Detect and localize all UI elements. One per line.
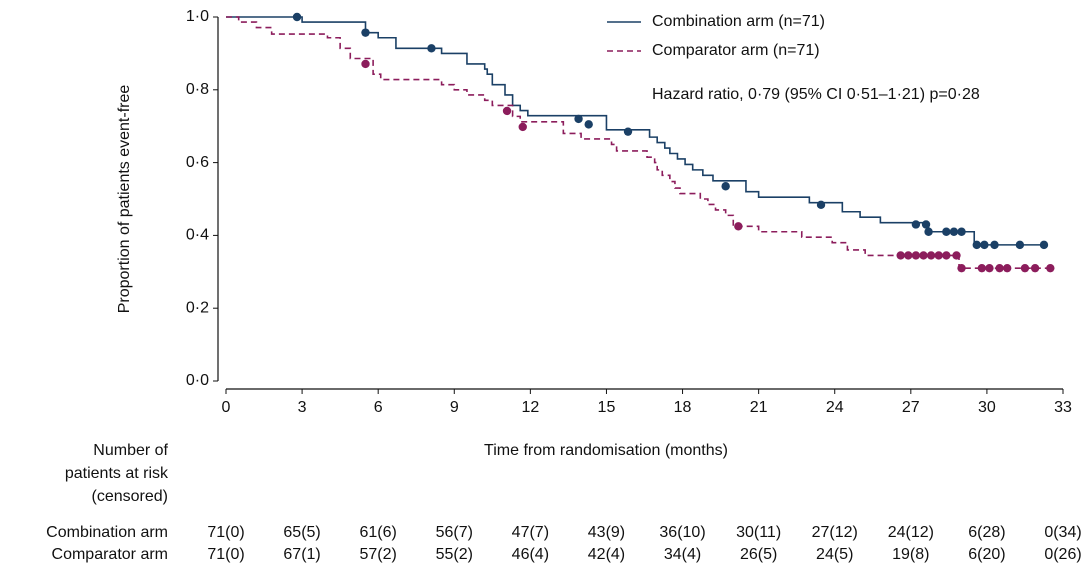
y-tick-label: 0·8 [186,81,209,98]
censor-mark [990,240,999,250]
censor-mark [896,251,905,260]
censor-mark [361,28,370,37]
x-tick-label: 12 [521,399,539,416]
legend-label: Comparator arm (n=71) [652,42,820,59]
censor-mark [949,227,959,236]
censor-mark [957,227,966,236]
survival-curve [226,16,1051,269]
censor-mark [427,44,436,53]
censor-mark [292,12,302,22]
censor-mark [942,227,951,236]
censor-mark [518,122,527,132]
survival-curve [226,16,1046,246]
risk-value: 36(10) [659,524,705,541]
censor-mark [1030,263,1040,273]
risk-value: 42(4) [588,546,625,563]
y-tick-label: 0·4 [186,227,209,244]
risk-value: 71(0) [207,546,244,563]
censor-mark [957,263,966,273]
risk-value: 65(5) [283,524,320,541]
risk-table-title: (censored) [92,488,168,505]
risk-value: 6(20) [968,546,1005,563]
risk-table-title: Number of [93,442,168,459]
risk-value: 24(12) [888,524,934,541]
risk-value: 57(2) [360,546,397,563]
risk-value: 55(2) [436,546,473,563]
y-tick-label: 0·0 [186,372,209,389]
risk-value: 6(28) [968,524,1005,541]
risk-value: 24(5) [816,546,853,563]
x-tick-label: 0 [222,399,231,416]
censor-mark [904,251,913,260]
x-tick-label: 18 [674,399,692,416]
censor-mark [584,120,593,129]
risk-row-name: Comparator arm [52,546,168,563]
risk-table-title: patients at risk [65,465,169,482]
risk-value: 71(0) [207,524,244,541]
x-tick-label: 27 [902,399,920,416]
risk-value: 67(1) [283,546,320,563]
y-tick-label: 0·2 [186,299,209,316]
x-tick-label: 33 [1054,399,1072,416]
censor-mark [934,251,943,260]
censor-mark [1020,263,1030,273]
censor-mark [1046,263,1055,273]
y-tick-label: 0·6 [186,154,209,171]
risk-value: 30(11) [736,524,781,541]
legend-label: Combination arm (n=71) [652,13,825,30]
censor-mark [623,127,633,136]
risk-value: 43(9) [588,524,625,541]
x-axis-label: Time from randomisation (months) [484,442,728,459]
censor-mark [972,240,981,250]
x-tick-label: 30 [978,399,996,416]
risk-value: 0(26) [1044,546,1081,563]
risk-value: 0(34) [1044,524,1081,541]
x-tick-label: 3 [298,399,307,416]
x-tick-label: 6 [374,399,383,416]
censor-mark [911,220,921,229]
risk-value: 46(4) [512,546,549,563]
censor-mark [1003,263,1012,273]
censor-mark [942,251,951,260]
x-tick-label: 9 [450,399,459,416]
censor-mark [952,251,961,260]
censor-mark [911,251,921,260]
risk-value: 34(4) [664,546,701,563]
x-tick-label: 24 [826,399,844,416]
risk-value: 26(5) [740,546,777,563]
censor-mark [574,114,583,124]
censor-mark [361,59,370,69]
risk-value: 61(6) [360,524,397,541]
censor-mark [816,200,826,210]
censor-mark [1039,240,1049,250]
risk-value: 27(12) [812,524,858,541]
censor-mark [734,222,743,231]
x-tick-label: 21 [750,399,768,416]
censor-mark [924,227,933,236]
x-tick-label: 15 [598,399,616,416]
y-axis-label: Proportion of patients event-free [116,85,133,314]
risk-value: 47(7) [512,524,549,541]
y-tick-label: 1·0 [186,8,209,25]
censor-mark [721,182,730,191]
censor-mark [980,240,989,250]
censor-mark [502,106,512,116]
censor-mark [921,220,931,229]
censor-mark [977,263,987,273]
censor-mark [1015,240,1025,250]
annotation: Hazard ratio, 0·79 (95% CI 0·51–1·21) p=… [652,86,980,103]
censor-mark [985,263,994,273]
risk-row-name: Combination arm [46,524,168,541]
risk-value: 56(7) [436,524,473,541]
censor-mark [926,251,936,260]
censor-mark [995,263,1004,273]
censor-mark [919,251,928,260]
risk-value: 19(8) [892,546,929,563]
